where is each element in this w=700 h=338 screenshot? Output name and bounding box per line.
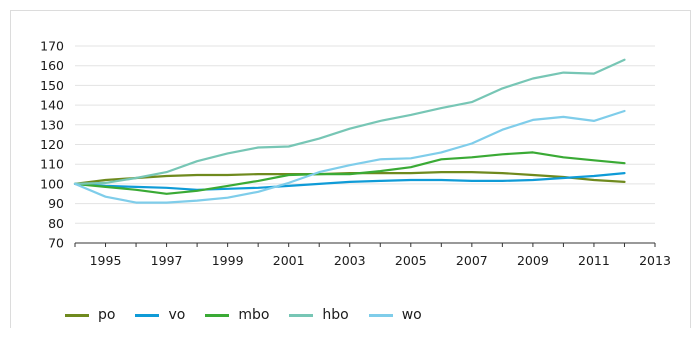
legend: po vo mbo hbo wo [65, 305, 442, 325]
legend-item-hbo: hbo [289, 307, 349, 323]
y-tick-label: 70 [48, 236, 64, 251]
series-line-vo [73, 172, 626, 191]
legend-item-mbo: mbo [205, 307, 269, 323]
series-line-mbo [73, 151, 626, 195]
x-tick-label: 2005 [395, 253, 427, 268]
legend-swatch [205, 313, 230, 317]
legend-label: po [98, 307, 116, 323]
legend-swatch [368, 313, 393, 317]
chart-frame [10, 10, 691, 328]
axis-layer: 70 80 90 100 110 120 130 140 150 160 170 1995 1997 19… [40, 39, 671, 269]
y-tick-label: 90 [48, 196, 64, 211]
y-tick-label: 150 [40, 78, 64, 93]
y-tick-label: 160 [40, 58, 64, 73]
legend-item-po: po [65, 307, 115, 323]
x-tick-label: 2007 [456, 253, 488, 268]
legend-swatch [65, 313, 89, 317]
y-tick-label: 110 [40, 157, 64, 172]
x-tick-label: 2003 [334, 253, 366, 268]
y-tick-label: 120 [40, 137, 64, 152]
legend-item-wo: wo [368, 307, 422, 323]
grid-layer [75, 45, 655, 224]
x-tick-label: 2013 [639, 253, 671, 268]
legend-label: mbo [238, 307, 270, 323]
y-tick-label: 100 [40, 176, 64, 191]
legend-item-vo: vo [135, 307, 185, 323]
x-tick-label: 1999 [212, 253, 244, 268]
legend-label: vo [168, 307, 186, 323]
series-layer [73, 58, 626, 204]
y-tick-label: 130 [40, 117, 64, 132]
x-tick-label: 2011 [578, 253, 610, 268]
legend-label: wo [401, 307, 422, 323]
x-tick-label: 1997 [151, 253, 183, 268]
y-tick-label: 170 [40, 39, 64, 54]
legend-swatch [135, 313, 160, 317]
x-tick-label: 2001 [273, 253, 305, 268]
y-tick-label: 80 [48, 216, 64, 231]
x-tick-label: 2009 [517, 253, 549, 268]
legend-label: hbo [322, 307, 349, 323]
x-tick-label: 1995 [90, 253, 122, 268]
series-line-wo [73, 109, 626, 204]
legend-swatch [289, 313, 314, 317]
series-line-hbo [73, 58, 626, 185]
y-tick-label: 140 [40, 98, 64, 113]
